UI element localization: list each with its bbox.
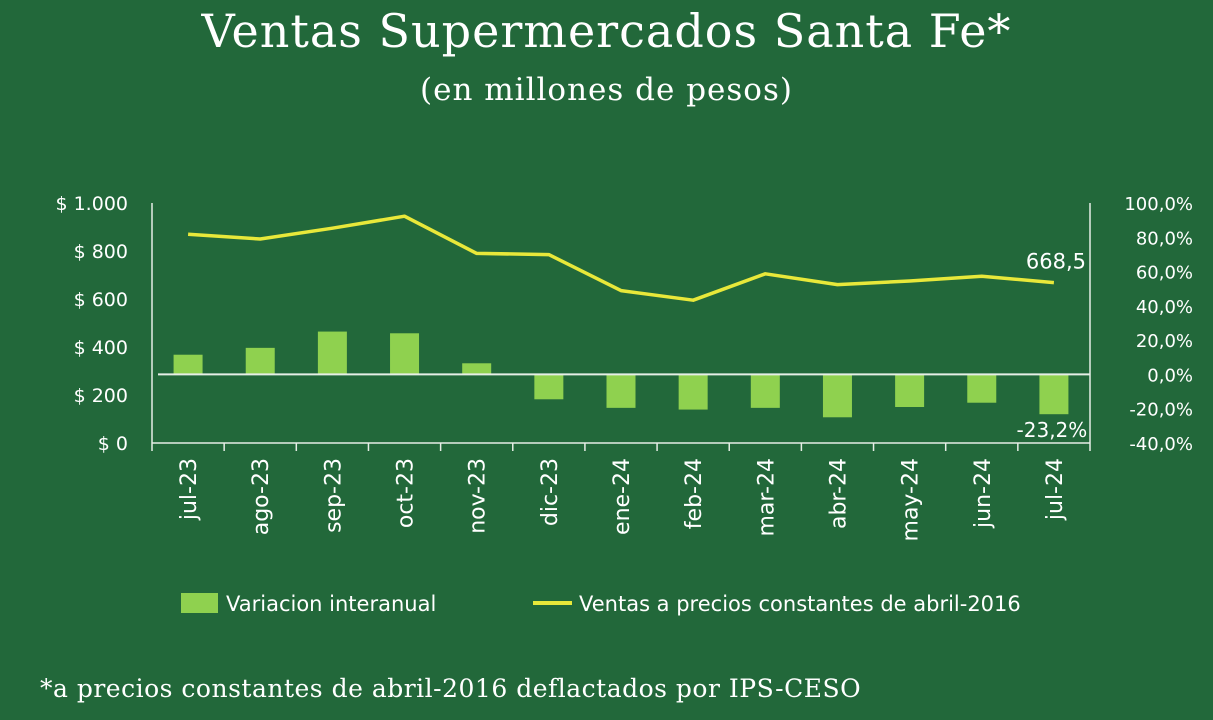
bar-nov-23 xyxy=(462,363,492,375)
right-tick-label: 80,0% xyxy=(1136,228,1193,249)
legend-bar-label: Variacion interanual xyxy=(226,592,436,616)
left-tick-label: $ 0 xyxy=(98,433,128,455)
x-tick-label: jul-23 xyxy=(177,458,202,521)
bar-mar-24 xyxy=(750,374,780,408)
annotations: 668,5 -23,2% xyxy=(1017,250,1088,443)
bar-jul-23 xyxy=(173,354,203,375)
right-tick-label: 0,0% xyxy=(1147,365,1193,386)
bar-series xyxy=(173,331,1069,418)
x-tick-label: ago-23 xyxy=(249,458,274,535)
bar-jun-24 xyxy=(967,374,997,403)
x-tick-label: nov-23 xyxy=(466,458,491,534)
x-tick-label: feb-24 xyxy=(682,458,707,529)
line-data-label: 668,5 xyxy=(1026,250,1086,274)
left-tick-label: $ 800 xyxy=(74,241,128,263)
bar-sep-23 xyxy=(317,331,347,375)
right-tick-label: -20,0% xyxy=(1129,400,1193,421)
chart-title: Ventas Supermercados Santa Fe* xyxy=(201,4,1012,58)
sales-line xyxy=(187,214,1055,302)
footnote: *a precios constantes de abril-2016 defl… xyxy=(40,674,862,703)
x-tick-label: mar-24 xyxy=(754,458,779,536)
line-series xyxy=(187,214,1055,302)
bar-dic-23 xyxy=(534,374,564,400)
x-tick-label: may-24 xyxy=(899,458,924,541)
x-tick-label: jul-24 xyxy=(1043,458,1068,521)
x-tick-label: abr-24 xyxy=(826,458,851,529)
bar-feb-24 xyxy=(678,374,708,410)
right-tick-label: 20,0% xyxy=(1136,331,1193,352)
left-y-axis: $ 0 $ 200 $ 400 $ 600 $ 800 $ 1.000 xyxy=(55,193,153,455)
right-tick-label: 100,0% xyxy=(1124,194,1193,215)
bar-abr-24 xyxy=(822,374,852,418)
bar-may-24 xyxy=(895,374,925,407)
x-tick-label: ene-24 xyxy=(610,458,635,535)
left-tick-label: $ 1.000 xyxy=(55,193,128,215)
right-y-axis: -40,0% -20,0% 0,0% 20,0% 40,0% 60,0% 80,0% 100,… xyxy=(1089,194,1193,455)
legend-bar-swatch xyxy=(181,593,218,613)
x-tick-label: oct-23 xyxy=(394,458,419,528)
right-tick-label: 40,0% xyxy=(1136,297,1193,318)
legend-line-label: Ventas a precios constantes de abril-201… xyxy=(579,592,1021,616)
x-tick-label: dic-23 xyxy=(538,458,563,526)
x-tick-label: sep-23 xyxy=(321,458,346,533)
left-tick-label: $ 600 xyxy=(74,289,128,311)
bar-oct-23 xyxy=(390,333,420,375)
x-axis: jul-23 ago-23 sep-23 oct-23 nov-23 dic-23 ene-… xyxy=(151,442,1091,541)
chart-subtitle: (en millones de pesos) xyxy=(420,72,793,108)
x-tick-label: jun-24 xyxy=(971,458,996,529)
right-tick-label: -40,0% xyxy=(1129,434,1193,455)
legend: Variacion interanual Ventas a precios con… xyxy=(181,592,1021,616)
right-tick-label: 60,0% xyxy=(1136,263,1193,284)
bar-data-label: -23,2% xyxy=(1017,418,1088,442)
left-tick-label: $ 400 xyxy=(74,337,128,359)
bar-jul-24 xyxy=(1039,374,1069,415)
bar-ene-24 xyxy=(606,374,636,408)
bar-ago-23 xyxy=(245,347,275,375)
left-tick-label: $ 200 xyxy=(74,385,128,407)
